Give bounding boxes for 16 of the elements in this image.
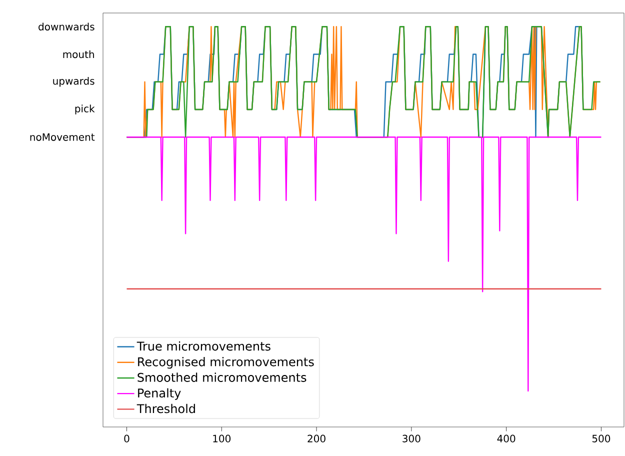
x-tick-label: 300 (402, 434, 420, 442)
legend-label: Penalty (138, 388, 181, 400)
x-tick-label: 200 (308, 434, 326, 442)
text: noMovement (30, 133, 95, 141)
x-tick-label: 500 (592, 434, 610, 442)
text: pick (75, 104, 95, 114)
x-tick-label: 400 (497, 434, 516, 442)
x-tick-label: 0 (124, 434, 130, 442)
text: upwards (53, 77, 94, 87)
text: mouth (63, 50, 94, 58)
legend-label: Recognised micromovements (138, 357, 314, 369)
x-tick-label: 100 (213, 434, 231, 442)
legend-label: Threshold (136, 404, 195, 414)
legend-label: True micromovements (136, 341, 270, 351)
text: downwards (38, 22, 94, 30)
legend-label: Smoothed micromovements (138, 372, 306, 382)
